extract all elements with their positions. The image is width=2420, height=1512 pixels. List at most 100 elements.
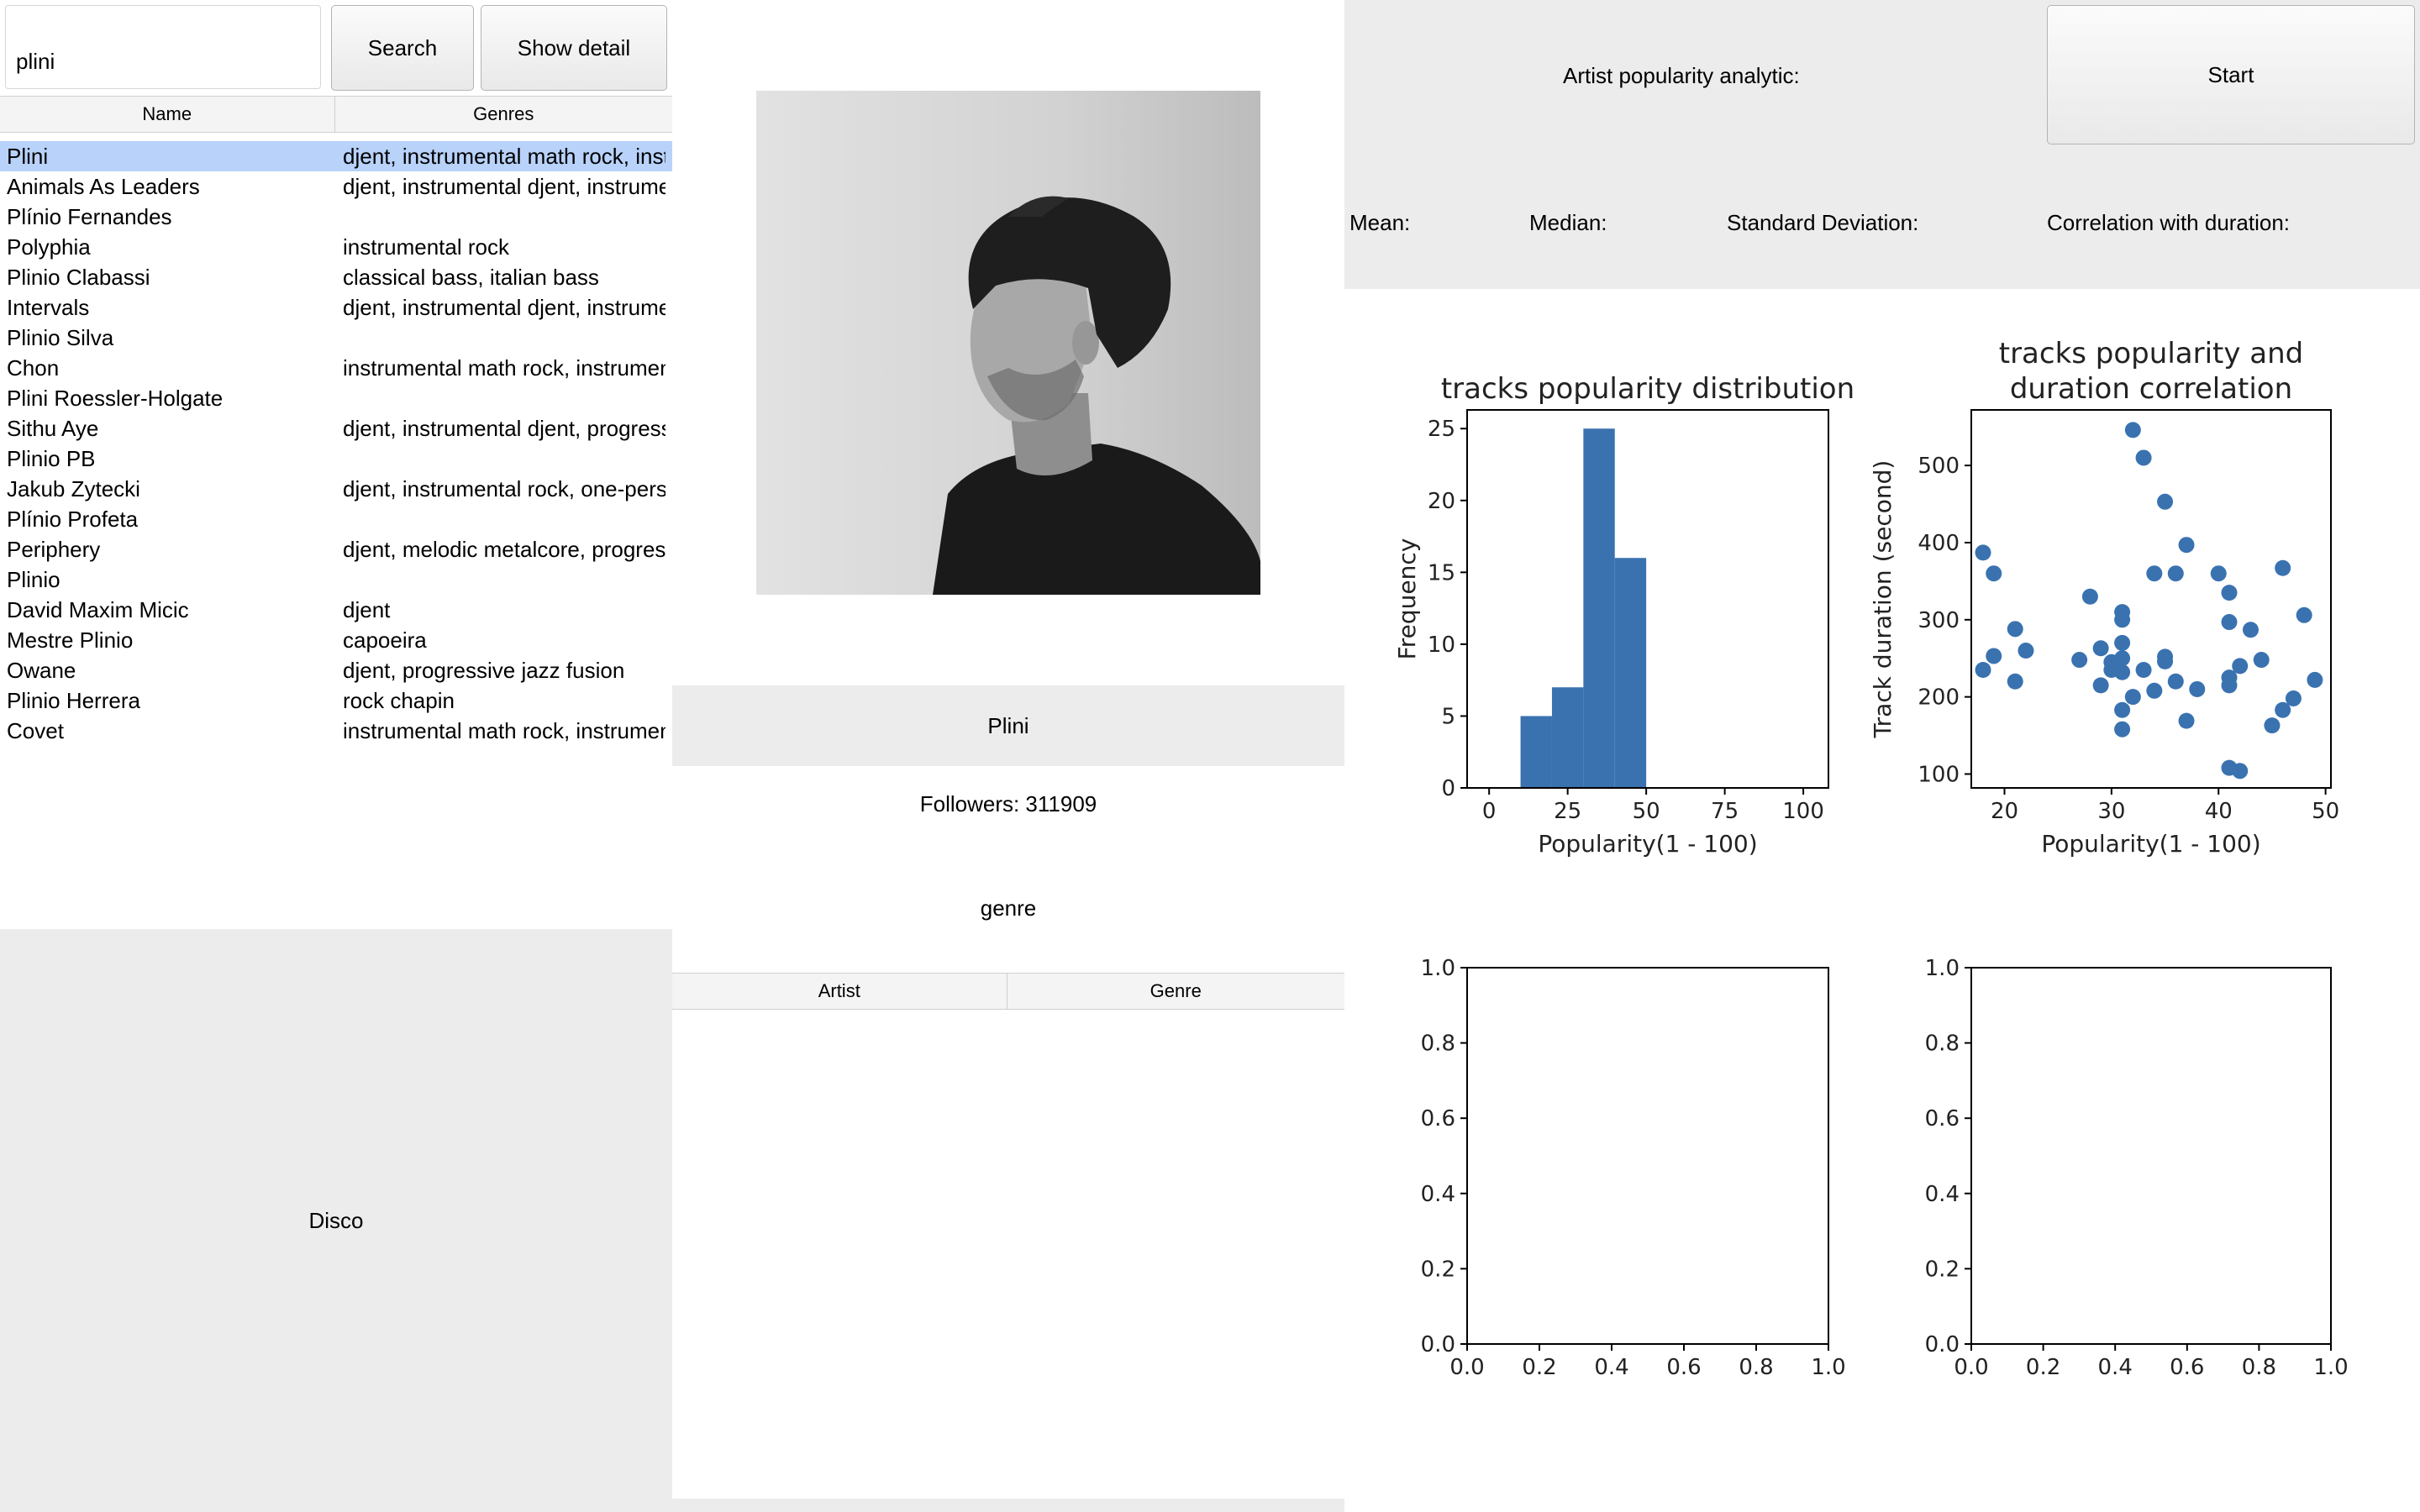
artist-name-cell: Owane bbox=[7, 657, 76, 683]
scatter-point bbox=[2189, 680, 2206, 697]
x-tick-label: 40 bbox=[2205, 799, 2233, 824]
artist-name-cell: Plinio Herrera bbox=[7, 687, 140, 713]
artist-name-cell: Intervals bbox=[7, 294, 90, 320]
axes-frame bbox=[1466, 967, 1829, 1345]
median-label: Median: bbox=[1529, 210, 1607, 235]
artist-genres-cell: djent, progressive jazz fusion bbox=[343, 657, 625, 683]
column-header-artist[interactable]: Artist bbox=[818, 980, 860, 1001]
table-row[interactable]: Covet instrumental math rock, instrumenta… bbox=[0, 716, 672, 746]
scatter-point bbox=[1986, 648, 2002, 664]
disco-panel[interactable]: Disco bbox=[0, 929, 672, 1512]
table-row[interactable]: Plínio Fernandes bbox=[0, 202, 672, 232]
show-detail-button[interactable]: Show detail bbox=[481, 5, 667, 91]
x-tick-label: 30 bbox=[2097, 799, 2125, 824]
scatter-point bbox=[2167, 673, 2184, 690]
y-tick-label: 200 bbox=[1918, 685, 1960, 711]
histogram-bar bbox=[1551, 687, 1584, 788]
column-header-name[interactable]: Name bbox=[142, 103, 192, 124]
genre-label: genre bbox=[980, 895, 1037, 921]
start-button[interactable]: Start bbox=[2047, 5, 2415, 144]
search-button[interactable]: Search bbox=[331, 5, 474, 91]
y-tick-label: 0.2 bbox=[1421, 1257, 1455, 1282]
scatter-point bbox=[2253, 652, 2270, 669]
artist-name-cell: Plini Roessler-Holgate bbox=[7, 385, 224, 411]
scatter-point bbox=[2275, 701, 2291, 718]
table-row[interactable]: Animals As Leaders djent, instrumental dj… bbox=[0, 171, 672, 202]
x-tick-label: 75 bbox=[1711, 799, 1739, 824]
scatter-point bbox=[2232, 763, 2249, 780]
y-axis-label: Frequency bbox=[1393, 538, 1421, 660]
chart-title: tracks popularity and bbox=[1999, 337, 2304, 370]
y-tick-label: 25 bbox=[1428, 417, 1455, 442]
scatter-point bbox=[2242, 622, 2259, 638]
scatter-point bbox=[2114, 650, 2131, 667]
table-row[interactable]: Plinio bbox=[0, 564, 672, 595]
x-tick-label: 0.0 bbox=[1954, 1355, 1988, 1380]
table-row[interactable]: Intervals djent, instrumental djent, inst… bbox=[0, 292, 672, 323]
scatter-point bbox=[2135, 661, 2152, 678]
scatter-point bbox=[2092, 677, 2109, 694]
table-row[interactable]: Polyphia instrumental rock bbox=[0, 232, 672, 262]
followers-label: Followers: 311909 bbox=[919, 791, 1097, 816]
column-header-genre[interactable]: Genre bbox=[1006, 974, 1345, 1009]
artist-genres-cell: djent, melodic metalcore, progressive bbox=[343, 536, 666, 562]
x-tick-label: 100 bbox=[1782, 799, 1824, 824]
scatter-point bbox=[2221, 677, 2238, 694]
x-tick-label: 1.0 bbox=[2313, 1355, 2348, 1380]
artist-genres-cell: instrumental math rock, instrumental roc… bbox=[343, 354, 666, 381]
x-tick-label: 0.2 bbox=[2026, 1355, 2060, 1380]
y-tick-label: 1.0 bbox=[1421, 956, 1455, 981]
x-axis-label: Popularity(1 - 100) bbox=[1538, 830, 1757, 858]
artist-genres-cell: djent, instrumental djent, instrumental … bbox=[343, 294, 666, 320]
artist-name-label: Plini bbox=[987, 712, 1029, 738]
artist-name-cell: Periphery bbox=[7, 536, 101, 562]
x-tick-label: 50 bbox=[1633, 799, 1660, 824]
histogram-bar bbox=[1614, 558, 1647, 788]
table-row[interactable]: Plínio Profeta bbox=[0, 504, 672, 534]
table-row[interactable]: Owane djent, progressive jazz fusion bbox=[0, 655, 672, 685]
artist-name-cell: Polyphia bbox=[7, 234, 91, 260]
scatter-point bbox=[2007, 673, 2023, 690]
scatter-point bbox=[2146, 565, 2163, 582]
y-tick-label: 400 bbox=[1918, 531, 1960, 556]
table-row[interactable]: Sithu Aye djent, instrumental djent, prog… bbox=[0, 413, 672, 444]
scatter-point bbox=[2114, 612, 2131, 628]
table-row[interactable]: Plini Roessler-Holgate bbox=[0, 383, 672, 413]
table-row[interactable]: Plinio Silva bbox=[0, 323, 672, 353]
scatter-point bbox=[2018, 643, 2034, 659]
y-tick-label: 0.4 bbox=[1925, 1182, 1960, 1207]
scatter-point bbox=[2114, 701, 2131, 718]
y-tick-label: 0.6 bbox=[1421, 1106, 1455, 1131]
x-tick-label: 0.2 bbox=[1522, 1355, 1556, 1380]
artist-name-cell: David Maxim Micic bbox=[7, 596, 189, 622]
scatter-point bbox=[2071, 652, 2088, 669]
table-row[interactable]: Plini djent, instrumental math rock, inst… bbox=[0, 141, 672, 171]
artist-name-cell: Plínio Profeta bbox=[7, 506, 139, 532]
y-axis-label: Track duration (second) bbox=[1869, 460, 1897, 739]
scatter-point bbox=[2114, 634, 2131, 651]
artist-name-cell: Plini bbox=[7, 143, 49, 169]
column-header-genres[interactable]: Genres bbox=[334, 97, 673, 132]
scatter-point bbox=[2135, 449, 2152, 466]
artist-name-cell: Mestre Plinio bbox=[7, 627, 134, 653]
x-tick-label: 0.4 bbox=[2098, 1355, 2133, 1380]
table-row[interactable]: Plinio PB bbox=[0, 444, 672, 474]
std-deviation-label: Standard Deviation: bbox=[1727, 210, 1919, 235]
table-row[interactable]: Plinio Clabassi classical bass, italian b… bbox=[0, 262, 672, 292]
artist-genres-cell: djent, instrumental rock, one-person ban… bbox=[343, 475, 666, 501]
artist-genres-cell: instrumental math rock, instrumental roc… bbox=[343, 717, 666, 743]
table-row[interactable]: Chon instrumental math rock, instrumental… bbox=[0, 353, 672, 383]
table-row[interactable]: Periphery djent, melodic metalcore, progr… bbox=[0, 534, 672, 564]
scatter-point bbox=[2157, 653, 2174, 669]
mean-label: Mean: bbox=[1349, 210, 1411, 235]
search-input[interactable] bbox=[5, 5, 321, 89]
artist-genres-cell: djent, instrumental djent, instrumental … bbox=[343, 173, 666, 199]
table-row[interactable]: David Maxim Micic djent bbox=[0, 595, 672, 625]
x-tick-label: 0.8 bbox=[1739, 1355, 1773, 1380]
table-row[interactable]: Plinio Herrera rock chapin bbox=[0, 685, 672, 716]
axes-frame bbox=[1970, 967, 2332, 1345]
x-tick-label: 0.6 bbox=[2170, 1355, 2204, 1380]
table-row[interactable]: Jakub Zytecki djent, instrumental rock, o… bbox=[0, 474, 672, 504]
scatter-point bbox=[2178, 712, 2195, 729]
table-row[interactable]: Mestre Plinio capoeira bbox=[0, 625, 672, 655]
